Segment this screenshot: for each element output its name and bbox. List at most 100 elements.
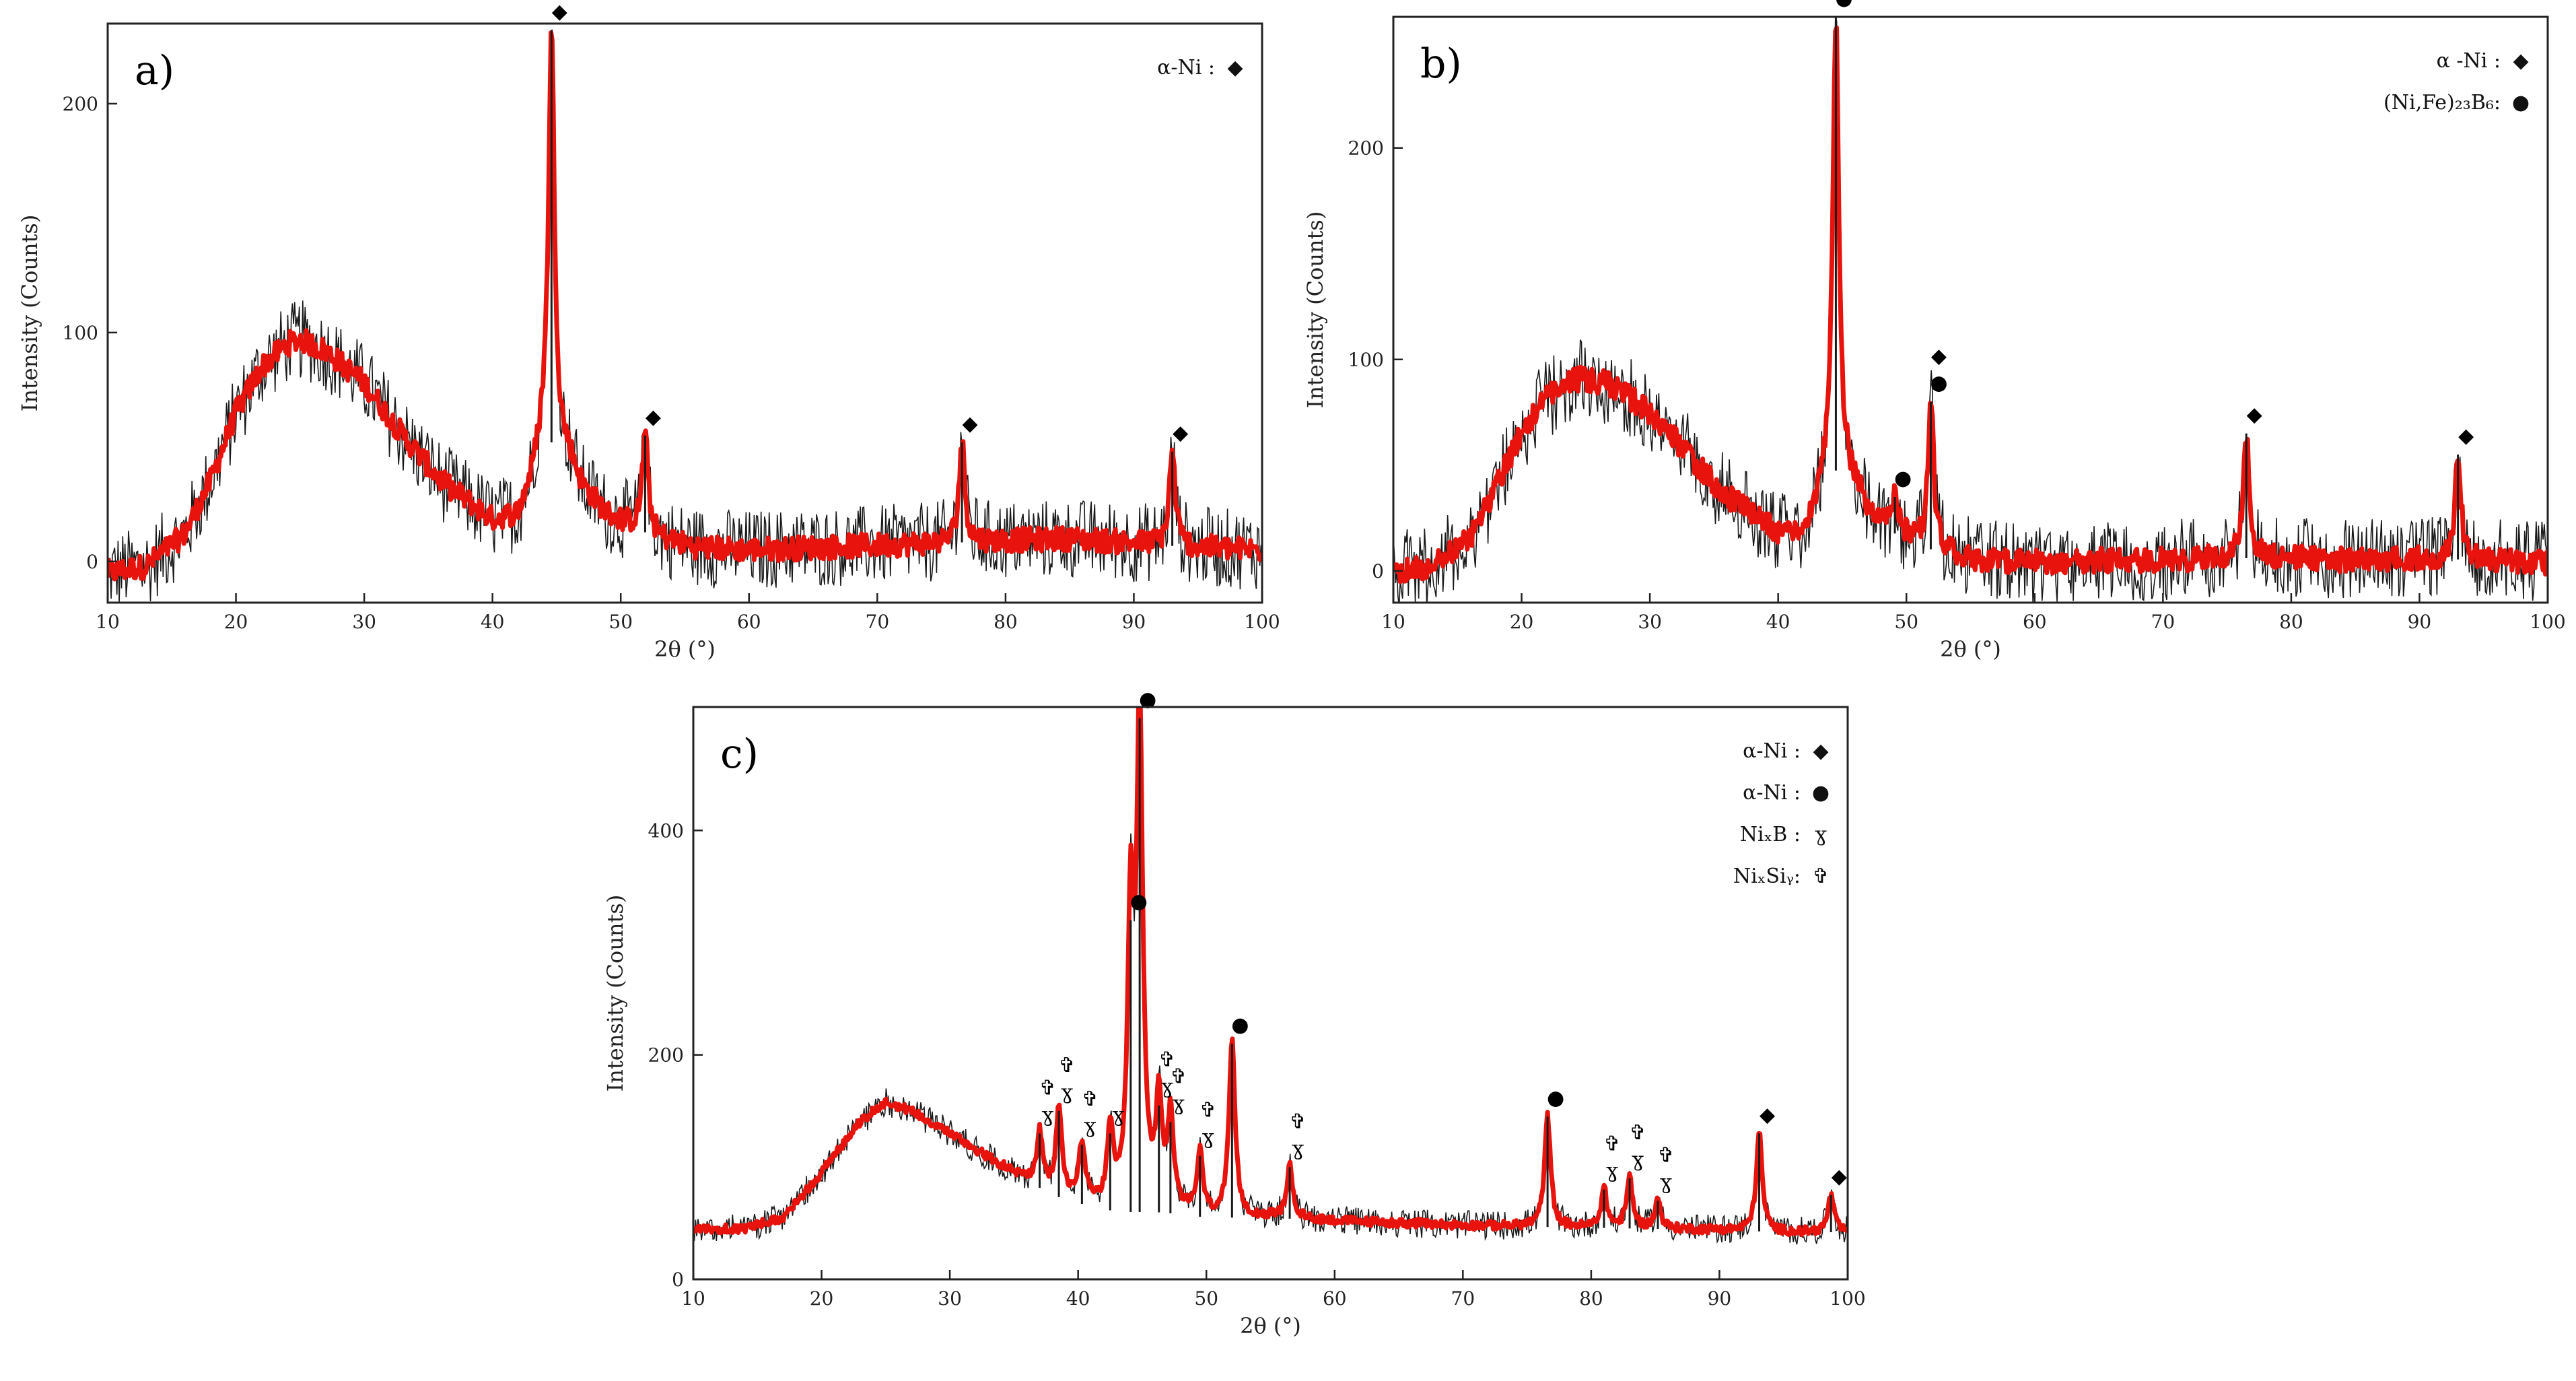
x-tick-label: 100 — [2530, 611, 2565, 633]
x-tick-label: 90 — [1708, 1287, 1732, 1310]
x-axis-title: 2θ (°) — [1940, 636, 2001, 662]
peak-marker: ɣ — [1112, 1103, 1124, 1126]
peak-marker: ◆ — [1832, 1165, 1847, 1188]
legend-label: α-Ni : — [1743, 781, 1801, 805]
peak-marker: ɣ — [1061, 1081, 1073, 1104]
legend-label: α-Ni : — [1743, 739, 1801, 763]
y-axis-title: Intensity (Counts) — [1302, 211, 1328, 409]
x-tick-label: 60 — [2023, 611, 2047, 633]
peak-marker: ◆ — [1760, 1103, 1775, 1126]
x-tick-label: 40 — [1066, 1287, 1090, 1310]
series-smoothed-line — [693, 707, 1848, 1238]
peak-marker: ✞ — [1059, 1054, 1076, 1077]
series-smoothed-line — [108, 30, 1262, 582]
x-tick-label: 70 — [2151, 611, 2175, 633]
x-tick-label: 70 — [1451, 1287, 1475, 1310]
x-tick-label: 40 — [1766, 611, 1790, 633]
y-tick-label: 0 — [1372, 560, 1384, 582]
peak-marker: ◆ — [552, 0, 567, 24]
y-tick-label: 200 — [63, 93, 98, 115]
peak-marker: ɣ — [1606, 1159, 1618, 1183]
peak-marker: ɣ — [1660, 1170, 1672, 1194]
peak-marker: ɣ — [1632, 1148, 1644, 1172]
x-tick-label: 20 — [1510, 611, 1534, 633]
peak-marker: ✞ — [1158, 1048, 1175, 1072]
legend-label: NiₓB : — [1740, 823, 1801, 846]
chart-panel-2: ✞ɣ✞ɣ ✞ɣ ɣ●●✞ɣ✞ɣ ✞ɣ●✞ɣ●✞ɣ✞ɣ ✞ɣ◆◆10 20 30 40 50 60 7… — [602, 688, 1866, 1339]
panel-label: b) — [1420, 40, 1462, 88]
legend-symbol: ● — [1812, 781, 1830, 805]
x-tick-label: 100 — [1830, 1287, 1865, 1310]
peak-marker: ✞ — [1039, 1076, 1056, 1100]
legend-symbol: ✞ — [1812, 865, 1829, 888]
x-tick-label: 10 — [1381, 611, 1405, 633]
x-tick-label: 70 — [866, 611, 890, 633]
peak-marker: ✞ — [1657, 1143, 1674, 1167]
chart-panel-0: ◆ ◆ ◆ ◆ 10 20 30 40 50 60 70 80 90 100 0 100 200 2θ (°) In… — [17, 0, 1280, 662]
series-noise-line — [1393, 18, 2548, 603]
peak-marker: ✞ — [1603, 1133, 1620, 1156]
x-tick-label: 10 — [96, 611, 120, 633]
x-tick-label: 30 — [1638, 611, 1662, 633]
peak-marker: ◆ — [1931, 345, 1947, 368]
x-tick-label: 50 — [608, 611, 633, 633]
legend-label: α-Ni : — [1157, 56, 1215, 79]
peak-marker: ◆ — [2247, 403, 2262, 427]
legend-symbol: ɣ — [1815, 823, 1827, 846]
peak-marker: ● — [1930, 372, 1947, 395]
legend-symbol: ◆ — [2513, 49, 2528, 73]
series-smoothed-line — [1393, 25, 2548, 584]
x-tick-label: 30 — [938, 1287, 962, 1310]
legend-label: NiₓSiᵧ: — [1733, 865, 1801, 888]
x-axis-title: 2θ (°) — [1240, 1313, 1301, 1339]
y-tick-label: 200 — [648, 1044, 684, 1067]
x-tick-label: 100 — [1244, 611, 1280, 633]
peak-marker: ◆ — [646, 405, 661, 429]
peak-marker: ◆ — [963, 412, 978, 436]
y-tick-label: 100 — [63, 322, 98, 344]
panel-label: c) — [720, 731, 759, 778]
x-axis-title: 2θ (°) — [654, 636, 716, 662]
x-tick-label: 20 — [810, 1287, 834, 1310]
peak-marker: ● — [1894, 467, 1912, 490]
y-tick-label: 0 — [672, 1269, 684, 1291]
x-tick-label: 90 — [2408, 611, 2432, 633]
peak-marker: ● — [1835, 0, 1852, 10]
x-tick-label: 20 — [224, 611, 248, 633]
series-noise-line — [108, 29, 1262, 603]
peak-marker: ✞ — [1082, 1087, 1099, 1111]
peak-marker: ● — [1547, 1086, 1564, 1110]
peak-marker: ✞ — [1629, 1121, 1646, 1145]
plot-frame — [1392, 15, 2549, 604]
chart-panel-1: ◆ ● ● ◆ ● ◆ ◆ 10 20 30 40 50 60 70 80 90 100 0 100 200 2θ (°… — [1302, 0, 2566, 662]
peak-marker: ✞ — [1199, 1099, 1216, 1122]
legend-symbol: ◆ — [1227, 56, 1243, 79]
legend-symbol: ◆ — [1813, 739, 1828, 763]
peak-marker: ◆ — [2458, 424, 2474, 448]
plot-frame — [106, 22, 1263, 604]
peak-marker: ● — [1231, 1013, 1249, 1037]
y-axis-title: Intensity (Counts) — [602, 895, 628, 1092]
legend-label: α -Ni : — [2437, 49, 2501, 73]
peak-marker: ● — [1130, 890, 1148, 914]
peak-marker: ɣ — [1292, 1137, 1304, 1160]
peak-marker: ɣ — [1173, 1092, 1185, 1116]
peak-marker: ✞ — [1290, 1110, 1307, 1133]
x-tick-label: 60 — [737, 611, 761, 633]
x-tick-label: 90 — [1122, 611, 1146, 633]
y-tick-label: 100 — [1348, 349, 1384, 371]
peak-marker: ɣ — [1084, 1114, 1096, 1138]
x-tick-label: 40 — [481, 611, 505, 633]
peak-marker: ɣ — [1161, 1075, 1173, 1099]
x-tick-label: 30 — [352, 611, 376, 633]
peak-marker: ◆ — [1173, 422, 1188, 445]
series-noise-line — [693, 707, 1848, 1245]
x-tick-label: 80 — [994, 611, 1018, 633]
y-tick-label: 200 — [1348, 137, 1384, 160]
x-tick-label: 50 — [1894, 611, 1918, 633]
legend-label: (Ni,Fe)₂₃B₆: — [2383, 91, 2501, 114]
x-tick-label: 50 — [1194, 1287, 1218, 1310]
x-tick-label: 60 — [1323, 1287, 1347, 1310]
y-tick-label: 400 — [648, 819, 684, 842]
